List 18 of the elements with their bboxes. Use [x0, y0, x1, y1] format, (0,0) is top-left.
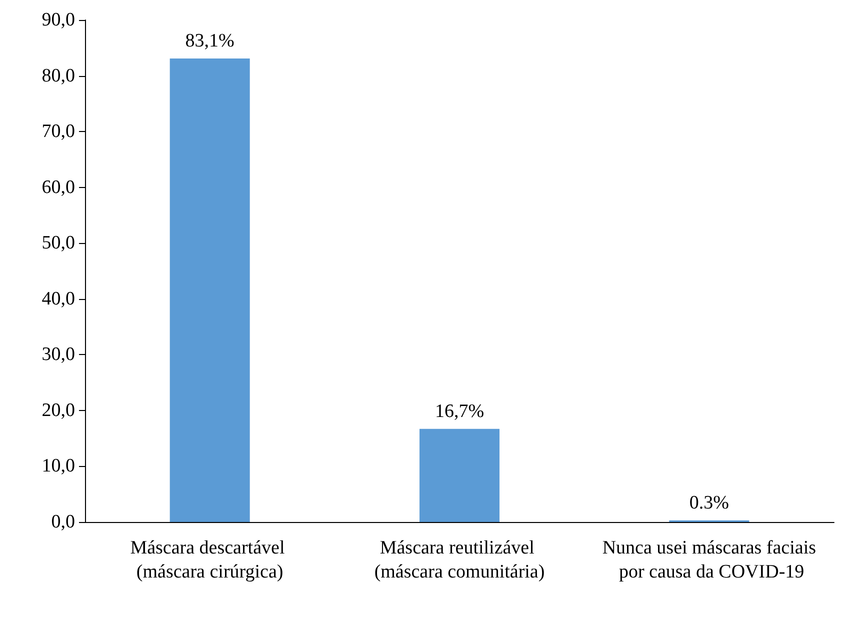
- x-tick-label: Máscara descartável (máscara cirúrgica): [130, 538, 290, 582]
- data-label: 0.3%: [689, 492, 730, 514]
- y-tick-label: 60,0: [42, 176, 75, 198]
- data-label: 83,1%: [185, 30, 235, 52]
- y-tick-label: 90,0: [42, 10, 75, 30]
- data-label: 16,7%: [434, 400, 484, 422]
- y-tick-label: 20,0: [42, 400, 75, 421]
- x-tick-label: Máscara reutilizável (máscara comunitária): [374, 538, 545, 582]
- y-tick-label: 50,0: [42, 232, 75, 254]
- bar: [420, 428, 500, 522]
- bar: [170, 58, 250, 522]
- y-tick-label: 70,0: [42, 121, 75, 142]
- y-tick-label: 0,0: [51, 512, 75, 532]
- y-tick-label: 10,0: [42, 456, 75, 477]
- y-tick-label: 30,0: [42, 344, 75, 366]
- y-tick-label: 40,0: [42, 288, 75, 310]
- y-tick-label: 80,0: [42, 65, 75, 86]
- x-tick-label: Nunca usei máscaras faciais por causa da COVID-19: [602, 538, 816, 582]
